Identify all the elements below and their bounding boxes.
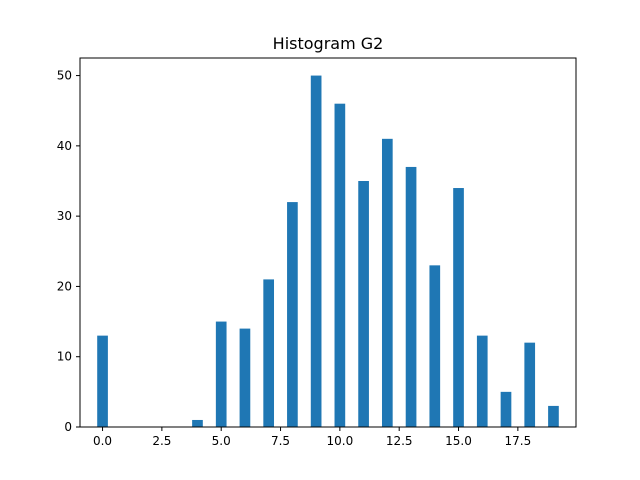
histogram-bar [405,166,417,427]
x-tick-label: 12.5 [386,434,413,448]
y-tick-label: 30 [57,209,72,223]
histogram-bar [453,188,464,427]
histogram-bar [548,405,559,427]
x-tick-label: 17.5 [504,434,531,448]
x-tick-label: 15.0 [445,434,472,448]
histogram-bar [524,342,536,427]
histogram-bar [334,103,346,427]
bars-group [97,75,559,428]
histogram-bar [476,335,488,427]
y-axis-ticks: 0 10 20 30 40 50 [57,69,80,434]
histogram-bar [381,138,393,428]
x-tick-label: 7.5 [271,434,290,448]
y-tick-label: 50 [57,69,72,83]
histogram-bar [215,321,227,427]
y-tick-label: 40 [57,139,72,153]
x-tick-label: 2.5 [152,434,171,448]
x-tick-label: 5.0 [212,434,231,448]
histogram-bar [192,419,203,427]
x-tick-label: 10.0 [327,434,354,448]
histogram-bar [287,202,298,427]
y-tick-label: 10 [57,350,72,364]
histogram-bar [429,265,441,427]
plot-frame [79,57,577,428]
y-tick-label: 20 [57,279,72,293]
histogram-bar [500,391,512,427]
histogram-bar [310,75,322,428]
histogram-bar [97,335,108,427]
x-axis-ticks: 0.0 2.5 5.0 7.5 10.0 12.5 15.0 17.5 [93,427,531,448]
x-tick-label: 0.0 [93,434,112,448]
chart-title: Histogram G2 [273,34,384,53]
histogram-bar [263,279,275,427]
histogram-bar [358,181,369,427]
histogram-bar [239,328,251,427]
y-tick-label: 0 [64,420,72,434]
